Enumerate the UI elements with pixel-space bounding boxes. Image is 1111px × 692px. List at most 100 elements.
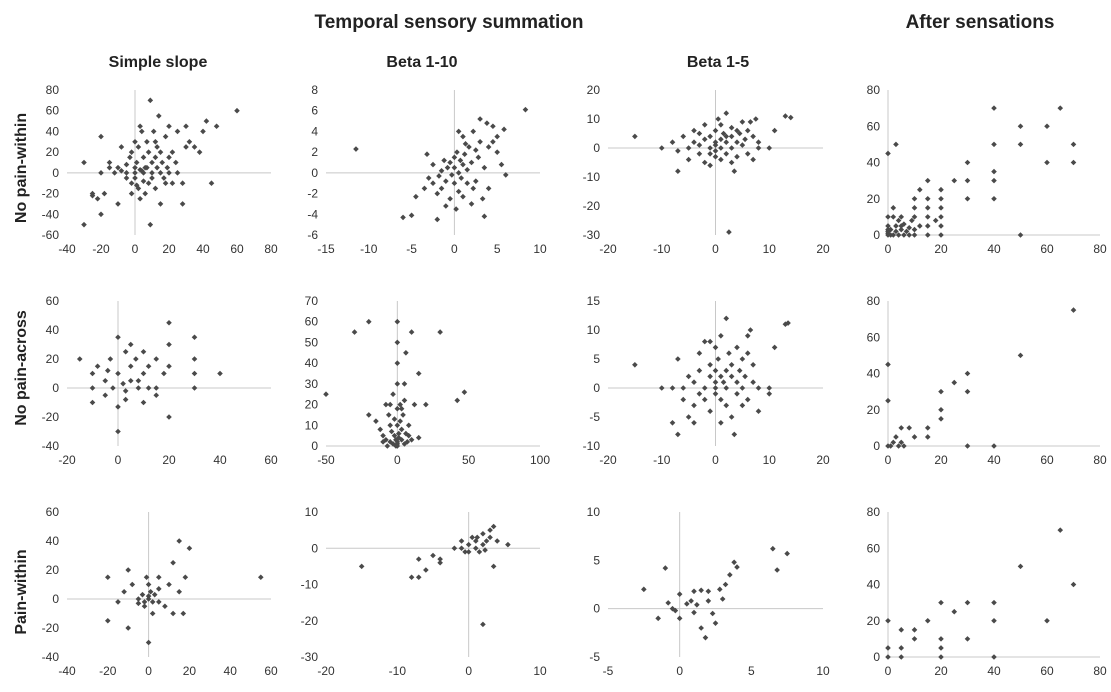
data-point: [141, 603, 148, 610]
x-tick-label: 80: [1093, 453, 1107, 467]
data-point: [125, 625, 131, 631]
y-tick-label: 30: [305, 377, 319, 391]
data-point: [691, 379, 697, 385]
data-point: [153, 356, 160, 362]
data-point: [658, 145, 665, 151]
y-tick-label: 80: [867, 505, 881, 519]
data-point: [696, 130, 703, 137]
data-point: [387, 401, 393, 408]
data-point: [213, 123, 220, 130]
y-tick-label: 10: [587, 505, 601, 519]
y-tick-label: 6: [311, 104, 318, 118]
data-point: [707, 145, 713, 151]
data-point: [115, 599, 121, 605]
data-point: [217, 370, 223, 377]
data-point: [436, 173, 442, 179]
data-point: [938, 406, 944, 413]
data-point: [691, 139, 697, 145]
data-point: [1070, 141, 1077, 148]
data-point: [132, 164, 138, 171]
data-point: [718, 420, 724, 426]
x-tick-label: 60: [230, 242, 244, 256]
x-tick-label: 0: [712, 453, 719, 467]
y-tick-label: 0: [593, 141, 600, 155]
data-point: [1017, 141, 1024, 148]
data-point: [89, 192, 96, 199]
data-point: [434, 216, 441, 223]
data-point: [712, 344, 719, 351]
y-tick-label: -10: [583, 170, 601, 184]
y-tick-label: 40: [46, 124, 60, 138]
data-point: [1044, 123, 1050, 130]
data-point: [641, 586, 647, 593]
data-point: [750, 133, 756, 140]
data-point: [702, 634, 709, 641]
data-point: [901, 221, 907, 227]
data-point: [750, 156, 756, 163]
data-point: [705, 588, 712, 595]
data-point: [81, 221, 87, 228]
data-point: [152, 138, 159, 145]
data-point: [770, 545, 776, 552]
data-point: [696, 142, 703, 148]
data-point: [885, 150, 891, 157]
data-point: [632, 362, 638, 368]
x-tick-label: -20: [317, 664, 335, 678]
data-point: [140, 370, 147, 377]
y-tick-label: -10: [301, 578, 319, 592]
data-point: [118, 167, 125, 174]
x-tick-label: 20: [934, 242, 948, 256]
data-point: [498, 161, 505, 168]
data-point: [688, 598, 694, 604]
data-point: [895, 232, 902, 238]
data-point: [234, 107, 240, 114]
data-point: [424, 151, 430, 158]
x-tick-label: 0: [885, 453, 892, 467]
data-point: [140, 348, 147, 355]
data-point: [157, 149, 164, 155]
data-point: [924, 434, 931, 440]
data-point: [885, 223, 891, 229]
data-point: [938, 232, 944, 238]
data-point: [89, 399, 96, 406]
data-point: [120, 380, 126, 387]
data-point: [473, 545, 479, 552]
data-point: [127, 154, 133, 161]
data-point: [480, 530, 486, 537]
data-point: [964, 177, 971, 184]
data-point: [487, 527, 493, 533]
x-tick-label: 0: [145, 664, 152, 678]
group-title-after-sensations: After sensations: [906, 12, 1055, 33]
data-point: [744, 350, 751, 356]
data-point: [893, 223, 899, 229]
y-tick-label: 80: [867, 83, 881, 97]
y-tick-label: 60: [305, 315, 319, 329]
y-tick-label: 20: [867, 614, 881, 628]
data-point: [140, 178, 147, 184]
data-point: [145, 180, 152, 187]
data-point: [461, 151, 468, 158]
data-point: [403, 349, 409, 356]
x-tick-label: 0: [451, 242, 458, 256]
x-tick-label: -5: [406, 242, 417, 256]
data-point: [632, 133, 638, 140]
data-point: [169, 180, 176, 187]
data-point: [94, 195, 101, 202]
data-point: [951, 177, 958, 184]
x-tick-label: 20: [183, 664, 197, 678]
data-point: [391, 416, 398, 422]
data-point: [782, 113, 789, 119]
data-point: [885, 645, 891, 651]
data-point: [938, 599, 944, 606]
data-point: [676, 591, 683, 597]
data-point: [145, 149, 152, 155]
data-point: [105, 367, 111, 374]
data-point: [698, 625, 704, 631]
data-point: [728, 373, 735, 380]
data-point: [924, 232, 931, 238]
data-point: [166, 123, 172, 130]
data-point: [150, 128, 157, 135]
data-point: [739, 119, 746, 125]
data-point: [750, 362, 756, 368]
data-point: [701, 159, 708, 166]
